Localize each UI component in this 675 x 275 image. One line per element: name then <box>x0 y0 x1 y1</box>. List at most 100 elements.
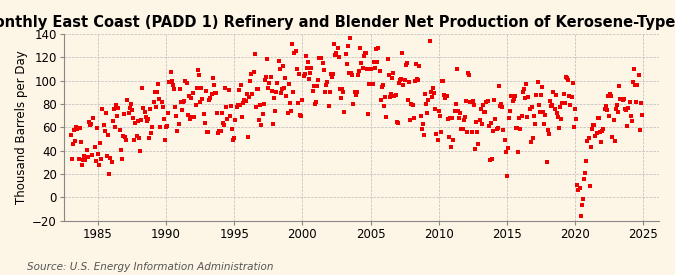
Point <box>181 81 192 85</box>
Point <box>369 60 379 64</box>
Point <box>171 114 182 119</box>
Point <box>273 58 284 63</box>
Point <box>553 115 564 119</box>
Point <box>545 104 556 109</box>
Point <box>147 125 158 129</box>
Point <box>269 96 279 100</box>
Point <box>457 127 468 131</box>
Point <box>333 55 344 59</box>
Point <box>472 130 483 134</box>
Point <box>292 101 303 105</box>
Point <box>119 134 130 139</box>
Point <box>387 76 398 81</box>
Point <box>515 126 526 131</box>
Point <box>363 112 374 117</box>
Point <box>626 119 637 123</box>
Point <box>265 75 276 79</box>
Point <box>188 91 198 95</box>
Point <box>389 94 400 98</box>
Point <box>383 73 394 78</box>
Point <box>424 39 435 43</box>
Point <box>164 79 175 84</box>
Point <box>518 87 529 91</box>
Point <box>321 82 331 87</box>
Point <box>198 111 209 116</box>
Point <box>69 128 80 132</box>
Point <box>275 91 286 96</box>
Point <box>299 71 310 76</box>
Point <box>443 135 454 139</box>
Point <box>252 86 263 91</box>
Point <box>312 83 323 88</box>
Point <box>124 106 135 111</box>
Point <box>65 133 76 138</box>
Point <box>633 73 644 78</box>
Point <box>495 102 506 106</box>
Point <box>204 97 215 102</box>
Point <box>360 51 371 55</box>
Point <box>350 93 361 97</box>
Point <box>356 61 367 65</box>
Point <box>513 150 524 155</box>
Point <box>377 85 387 89</box>
Point <box>377 82 388 87</box>
Point <box>131 134 142 138</box>
Point <box>94 163 105 167</box>
Point <box>274 67 285 71</box>
Point <box>249 52 260 56</box>
Point <box>634 128 645 133</box>
Point <box>475 107 486 111</box>
Point <box>317 29 327 33</box>
Point <box>431 131 442 136</box>
Point <box>385 92 396 97</box>
Point <box>581 159 592 164</box>
Point <box>87 153 98 157</box>
Point <box>406 101 417 106</box>
Point <box>354 69 364 74</box>
Point <box>151 104 161 109</box>
Point <box>379 103 389 108</box>
Point <box>582 139 593 143</box>
Point <box>289 51 300 56</box>
Point <box>481 100 492 104</box>
Point <box>399 78 410 82</box>
Point <box>163 111 173 115</box>
Point <box>346 71 356 75</box>
Point <box>298 73 309 78</box>
Point <box>526 105 537 109</box>
Point <box>480 110 491 115</box>
Point <box>202 130 213 134</box>
Point <box>364 82 375 86</box>
Point <box>323 103 334 108</box>
Point <box>510 94 520 98</box>
Point <box>400 63 411 67</box>
Point <box>575 214 586 219</box>
Point <box>95 141 105 145</box>
Point <box>566 94 577 99</box>
Point <box>414 64 425 68</box>
Point <box>142 117 153 121</box>
Point <box>330 53 341 57</box>
Point <box>154 97 165 101</box>
Point <box>374 69 385 73</box>
Point <box>448 138 459 142</box>
Point <box>179 99 190 103</box>
Point <box>491 127 502 131</box>
Point <box>605 92 616 96</box>
Point <box>335 96 346 101</box>
Point <box>398 83 409 87</box>
Point <box>307 89 318 93</box>
Point <box>612 103 622 107</box>
Point <box>73 157 84 161</box>
Point <box>593 116 604 120</box>
Point <box>607 134 618 139</box>
Point <box>132 119 143 123</box>
Point <box>284 101 295 106</box>
Point <box>227 138 238 142</box>
Point <box>404 80 414 84</box>
Point <box>352 89 362 94</box>
Point <box>223 88 234 92</box>
Point <box>284 82 294 86</box>
Point <box>342 44 353 48</box>
Point <box>340 52 351 57</box>
